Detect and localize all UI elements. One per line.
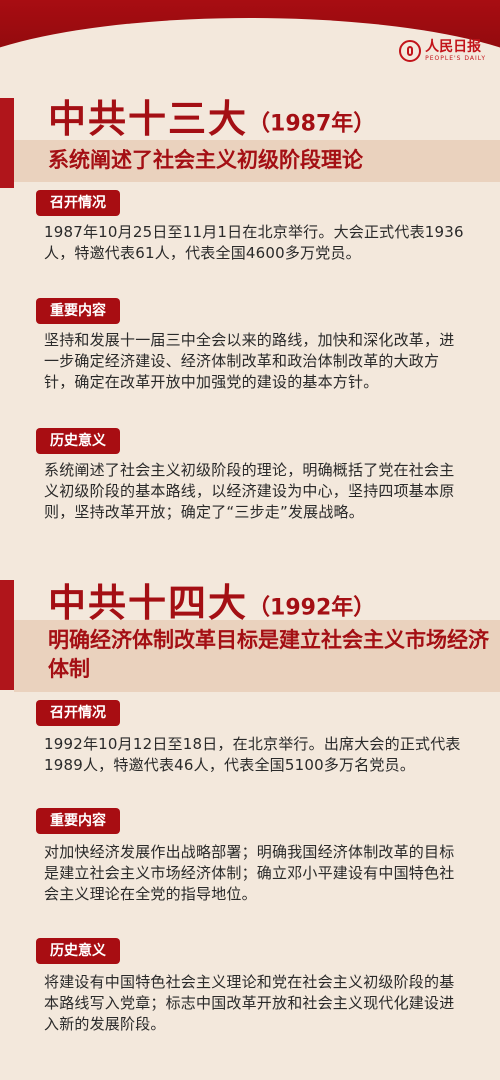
section-title-text: 中共十三大 [48,97,249,141]
logo-name-en: PEOPLE'S DAILY [425,55,486,62]
paragraph-convening: 1992年10月12日至18日，在北京举行。出席大会的正式代表1989人，特邀代… [44,735,461,774]
tag-convening: 召开情况 [36,700,120,726]
paragraph-significance: 将建设有中国特色社会主义理论和党在社会主义初级阶段的基本路线写入党章；标志中国改… [44,973,455,1033]
section-title: 中共十三大（1987年） [48,88,375,143]
section-year: （1987年） [248,111,376,137]
paragraph-content: 对加快经济发展作出战略部署；明确我国经济体制改革的目标是建立社会主义市场经济体制… [44,843,455,903]
section-accent-bar [0,98,14,188]
section-subtitle: 系统阐述了社会主义初级阶段理论 [14,140,500,182]
paragraph-convening: 1987年10月25日至11月1日在北京举行。大会正式代表1936人，特邀代表6… [44,223,464,262]
tag-significance: 历史意义 [36,938,120,964]
logo-name-cn: 人民日报 [425,39,482,55]
section-subtitle: 明确经济体制改革目标是建立社会主义市场经济体制 [14,620,500,692]
paragraph-content: 坚持和发展十一届三中全会以来的路线，加快和深化改革，进一步确定经济建设、经济体制… [44,331,455,391]
section-title-text: 中共十四大 [48,581,249,625]
tag-content: 重要内容 [36,298,120,324]
section-year: （1992年） [248,595,376,621]
section-accent-bar [0,580,14,690]
tag-content: 重要内容 [36,808,120,834]
tag-significance: 历史意义 [36,428,120,454]
section-title: 中共十四大（1992年） [48,572,375,627]
top-curve [0,18,500,138]
logo-icon [399,40,422,62]
tag-convening: 召开情况 [36,190,120,216]
paragraph-significance: 系统阐述了社会主义初级阶段的理论，明确概括了党在社会主义初级阶段的基本路线，以经… [44,461,455,521]
peoples-daily-logo: 人民日报 PEOPLE'S DAILY [399,40,486,62]
